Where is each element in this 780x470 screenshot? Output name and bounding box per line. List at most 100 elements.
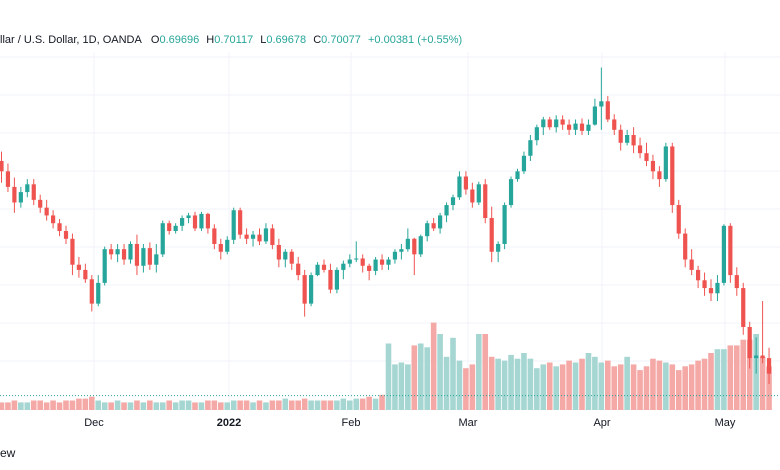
candle-body [167,223,172,231]
candle-body [115,249,120,255]
candle-body [438,215,443,229]
volume-bar [669,364,676,410]
candle-body [728,225,733,276]
volume-bar [353,398,360,410]
candle-body [173,225,178,231]
volume-bar [695,360,701,410]
volume-bar [321,400,327,410]
volume-bar [727,345,734,410]
volume-bar [82,398,89,410]
candle-body [231,210,236,240]
volume-bar [495,358,501,410]
candle-body [25,184,30,193]
volume-bar [101,402,108,410]
volume-bar [359,398,366,410]
volume-bar [5,402,11,410]
volume-bar [675,370,682,410]
candle-body [238,210,243,235]
volume-bar [334,400,340,410]
candle-body [534,127,539,141]
high-value: 0.70117 [214,34,254,46]
volume-bar [243,400,250,410]
candle-body [154,254,159,265]
candle-body [631,135,636,146]
volume-bar [714,349,721,410]
volume-bar [288,400,295,410]
open-value: 0.69696 [159,34,200,46]
candle-body [121,249,127,260]
candle-body [715,282,720,294]
volume-bar [592,356,598,410]
candle-body [392,251,398,260]
candle-body [405,238,410,250]
candle-body [192,215,198,229]
volume-bar [379,394,385,410]
volume-bar [69,400,76,410]
volume-bar [417,343,424,410]
candle-body [180,218,185,226]
close-label: C [313,34,322,46]
volume-bar [456,360,463,410]
volume-bar [579,358,585,410]
candle-body [702,280,707,289]
candle-body [579,123,585,131]
volume-bar [650,358,656,410]
candle-body [541,119,546,128]
volume-bar [11,400,18,410]
volume-bar [553,366,559,410]
candle-body [554,119,559,128]
volume-bar [192,402,198,410]
volume-bar [546,362,553,410]
candle-body [650,160,656,172]
volume-bar [211,400,218,410]
candle-body [321,264,327,270]
candle-body [476,184,481,203]
footer-text[interactable]: ew [0,446,16,460]
candle-body [0,160,4,172]
volume-bar [585,353,592,410]
volume-bar [205,400,211,410]
volume-bar [230,400,237,410]
candle-body [754,355,759,359]
symbol-title[interactable]: llar / U.S. Dollar, 1D, OANDA [0,34,142,46]
candle-body [109,249,114,255]
candle-body [683,233,688,260]
candle-body [70,238,75,265]
volume-bar [140,402,147,410]
volume-bar [159,402,166,410]
volume-bar [76,398,82,410]
volume-bar [437,334,443,410]
volume-bar [372,398,379,410]
candle-body [696,269,701,281]
candle-body [412,238,417,255]
volume-bar [405,364,411,410]
candle-body [618,129,623,143]
candle-body [360,258,365,266]
volume-bar [276,400,282,410]
candle-body [747,326,752,359]
candle-body [573,123,578,130]
volume-bar [598,362,605,410]
candle-body [502,205,507,244]
candle-body [83,269,88,280]
candle-body [676,205,681,234]
candle-body [96,282,101,304]
volume-bar [624,356,630,410]
volume-bar [43,402,50,410]
volume-bar [508,354,514,410]
volume-bar [430,322,437,410]
candle-body [354,258,359,260]
volume-bar [637,370,643,410]
candle-body [547,119,552,128]
close-value: 0.70077 [321,34,361,46]
candle-body [496,243,501,252]
volume-bar [482,334,489,410]
candle-body [399,249,404,252]
volume-bar [147,400,153,410]
candle-body [263,228,269,242]
candle-body [225,239,230,252]
volume-bar [721,349,727,410]
volume-bar [385,343,392,410]
volume-bar [50,400,56,410]
